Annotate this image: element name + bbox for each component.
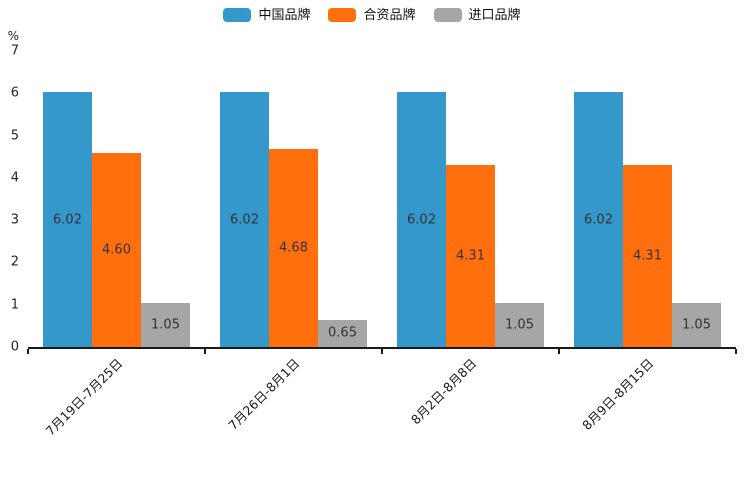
bar-import-brand: 1.05 bbox=[495, 302, 544, 347]
category-group: 6.02 4.31 1.05 8月2日-8月8日 bbox=[382, 51, 559, 427]
bar-joint-venture-brand: 4.31 bbox=[446, 164, 495, 347]
bar-china-brand: 6.02 bbox=[220, 92, 269, 347]
bar-import-brand: 0.65 bbox=[318, 319, 367, 347]
bar-value-label: 0.65 bbox=[328, 325, 357, 341]
category-group: 6.02 4.68 0.65 7月26日-8月1日 bbox=[205, 51, 382, 433]
x-axis-tick bbox=[381, 349, 383, 354]
bar-value-label: 4.31 bbox=[633, 248, 662, 264]
y-axis-tick-label: 1 bbox=[10, 297, 19, 313]
x-axis-tick bbox=[735, 349, 737, 354]
legend-item-joint-venture-brand: 合资品牌 bbox=[328, 7, 416, 23]
x-axis-category-label: 7月19日-7月25日 bbox=[42, 355, 126, 439]
bar-china-brand: 6.02 bbox=[574, 92, 623, 347]
legend-label: 合资品牌 bbox=[363, 7, 416, 23]
y-axis-tick-label: 0 bbox=[10, 339, 19, 355]
bar-value-label: 1.05 bbox=[151, 317, 180, 333]
legend: 中国品牌 合资品牌 进口品牌 bbox=[0, 8, 744, 22]
y-axis-tick-label: 6 bbox=[10, 85, 19, 101]
bar-joint-venture-brand: 4.68 bbox=[269, 149, 318, 347]
bar-china-brand: 6.02 bbox=[43, 92, 92, 347]
y-axis-tick-label: 5 bbox=[10, 128, 19, 144]
x-axis-category-label: 8月9日-8月15日 bbox=[579, 355, 657, 433]
x-axis-tick bbox=[27, 349, 29, 354]
y-axis-unit-label: % bbox=[7, 29, 19, 43]
bar-joint-venture-brand: 4.31 bbox=[623, 164, 672, 347]
bar-value-label: 1.05 bbox=[505, 317, 534, 333]
bar-value-label: 6.02 bbox=[407, 212, 436, 228]
y-axis-tick-label: 2 bbox=[10, 254, 19, 270]
bar-import-brand: 1.05 bbox=[672, 302, 721, 347]
legend-label: 进口品牌 bbox=[468, 7, 521, 23]
x-axis-tick bbox=[558, 349, 560, 354]
legend-swatch-icon bbox=[223, 8, 252, 22]
x-axis-category-label: 7月26日-8月1日 bbox=[225, 355, 303, 433]
x-axis-category-label: 8月2日-8月8日 bbox=[408, 355, 480, 428]
x-axis-tick bbox=[204, 349, 206, 354]
bar-value-label: 6.02 bbox=[230, 212, 259, 228]
bar-value-label: 4.68 bbox=[279, 240, 308, 256]
bar-value-label: 4.60 bbox=[102, 242, 131, 258]
legend-item-china-brand: 中国品牌 bbox=[223, 8, 310, 22]
plot-area: % 0 1 2 3 4 5 6 7 6.02 4.60 1.05 7月19日-7月25日 6.02 4.6… bbox=[8, 29, 737, 438]
bar-value-label: 1.05 bbox=[682, 317, 711, 333]
legend-swatch-icon bbox=[433, 8, 462, 22]
bar-value-label: 6.02 bbox=[584, 212, 613, 228]
bar-china-brand: 6.02 bbox=[397, 92, 446, 347]
y-axis-tick-label: 3 bbox=[10, 212, 19, 228]
bar-value-label: 6.02 bbox=[53, 212, 82, 228]
legend-item-import-brand: 进口品牌 bbox=[433, 7, 521, 23]
bar-import-brand: 1.05 bbox=[141, 302, 190, 347]
legend-label: 中国品牌 bbox=[258, 7, 311, 23]
y-axis-tick-label: 4 bbox=[10, 170, 19, 186]
category-group: 6.02 4.31 1.05 8月9日-8月15日 bbox=[559, 51, 736, 433]
bar-value-label: 4.31 bbox=[456, 248, 485, 264]
bar-joint-venture-brand: 4.60 bbox=[92, 152, 141, 347]
category-group: 6.02 4.60 1.05 7月19日-7月25日 bbox=[28, 51, 205, 438]
legend-swatch-icon bbox=[328, 8, 357, 22]
y-axis-tick-label: 7 bbox=[10, 43, 19, 59]
